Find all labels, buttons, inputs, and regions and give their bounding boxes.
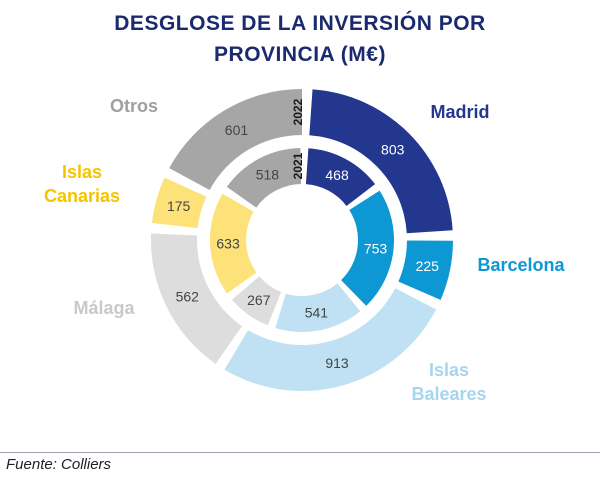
source-note: Fuente: Colliers	[6, 456, 112, 473]
category-label-islas-baleares: Islas Baleares	[411, 360, 486, 404]
value-label-2022-malaga: 562	[176, 289, 200, 305]
value-label-2021-otros: 518	[256, 167, 280, 183]
chart-title: DESGLOSE DE LA INVERSIÓN POR PROVINCIA (…	[0, 8, 600, 70]
chart-title-line-2: PROVINCIA (M€)	[214, 43, 386, 66]
slice-2022-islas-baleares	[224, 288, 437, 391]
value-label-2021-islas-canarias: 633	[216, 235, 240, 251]
category-label-islas-canarias: Islas Canarias	[44, 162, 120, 206]
value-label-2022-otros: 601	[225, 122, 249, 138]
category-label-otros: Otros	[110, 96, 158, 116]
category-label-madrid: Madrid	[430, 102, 489, 122]
slice-2021-barcelona	[341, 190, 394, 306]
category-label-barcelona-line-1: Barcelona	[477, 255, 565, 275]
category-label-islas-baleares-line-2: Baleares	[411, 384, 486, 404]
slice-2021-otros	[226, 148, 302, 208]
category-label-malaga: Málaga	[73, 298, 135, 318]
category-label-madrid-line-1: Madrid	[430, 102, 489, 122]
source-divider	[0, 452, 600, 453]
slice-2021-islas-canarias	[210, 193, 257, 294]
value-label-2022-barcelona: 225	[416, 258, 440, 274]
category-label-malaga-line-1: Málaga	[73, 298, 135, 318]
category-label-islas-canarias-line-1: Islas	[62, 162, 102, 182]
slice-2021-islas-baleares	[275, 283, 361, 333]
chart-title-line-1: DESGLOSE DE LA INVERSIÓN POR	[114, 12, 486, 35]
slice-2022-barcelona	[398, 240, 453, 300]
category-label-barcelona: Barcelona	[477, 255, 565, 275]
value-label-2021-madrid: 468	[325, 167, 349, 183]
value-label-2022-islas-canarias: 175	[167, 198, 191, 214]
slice-2021-madrid	[305, 148, 376, 206]
value-label-2021-islas-baleares: 541	[305, 305, 329, 321]
category-label-islas-baleares-line-1: Islas	[429, 360, 469, 380]
ring-year-label-2022: 2022	[291, 98, 305, 125]
slice-2022-malaga	[151, 233, 242, 364]
donut-chart: 803 225 913 562 175 601 2022 468 753 541 267 633 518…	[44, 88, 566, 404]
category-label-islas-canarias-line-2: Canarias	[44, 186, 120, 206]
slice-2022-islas-canarias	[151, 177, 207, 229]
slice-2022-otros	[169, 88, 302, 191]
slice-2022-madrid	[309, 89, 453, 234]
ring-year-label-2021: 2021	[291, 152, 305, 179]
value-label-2022-madrid: 803	[381, 142, 405, 158]
slice-2021-malaga	[231, 276, 282, 326]
category-label-otros-line-1: Otros	[110, 96, 158, 116]
value-label-2022-islas-baleares: 913	[325, 355, 349, 371]
value-label-2021-barcelona: 753	[364, 241, 388, 257]
value-label-2021-malaga: 267	[247, 292, 271, 308]
